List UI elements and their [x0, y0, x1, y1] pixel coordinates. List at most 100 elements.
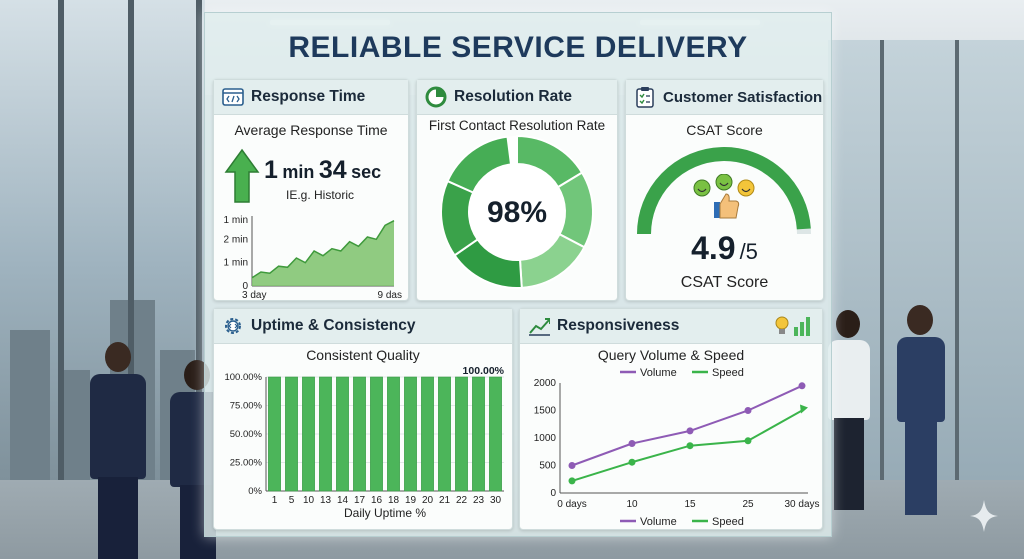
- clipboard-checklist-icon: [634, 86, 656, 108]
- x-tick-label: 19: [405, 495, 417, 506]
- y-tick-label: 500: [539, 461, 556, 472]
- x-tick-label: 22: [456, 495, 468, 506]
- window-mullion: [196, 0, 202, 480]
- x-tick-label: 23: [473, 495, 485, 506]
- responsiveness-line-chart: 0 500 1000 1500 2000 0 days 10 15 25 30 days Volum…: [534, 367, 820, 528]
- smiley-faces-icon: [693, 174, 755, 219]
- y-tick-label: 100.00%: [224, 372, 262, 383]
- x-tick-label: 13: [320, 495, 332, 506]
- value-sec-unit: sec: [351, 162, 382, 182]
- value-seconds: 34: [318, 156, 347, 184]
- y-tick-label: 25.00%: [230, 458, 263, 469]
- x-tick-label: 15: [684, 499, 696, 510]
- window-mullion: [128, 0, 134, 480]
- responsiveness-subtitle: Query Volume & Speed: [597, 347, 745, 363]
- x-tick-label: 30 days: [784, 499, 819, 510]
- csat-gauge: [637, 147, 811, 235]
- x-tick-label: 3 day: [242, 290, 266, 300]
- code-window-icon: [222, 86, 244, 108]
- page-title: RELIABLE SERVICE DELIVERY: [288, 31, 748, 64]
- series-point: [568, 462, 576, 469]
- uptime-title: Uptime & Consistency: [251, 317, 416, 334]
- uptime-bar: [455, 376, 468, 492]
- csat-score-value: 4.9/5: [626, 230, 823, 267]
- lightbulb-bars-icon: [775, 316, 810, 336]
- uptime-bar-chart: 0% 25.00% 50.00% 75.00% 100.00% 1 5 10 13 14 17 16 1…: [224, 365, 505, 520]
- csat-out-of: /5: [739, 239, 758, 264]
- uptime-bar: [285, 376, 298, 492]
- x-axis-label: Daily Uptime %: [344, 506, 426, 520]
- legend-label: Speed: [712, 516, 744, 528]
- csat-footer: CSAT Score: [680, 274, 769, 291]
- x-tick-label: 17: [354, 495, 366, 506]
- y-tick-label: 2000: [534, 378, 557, 389]
- x-tick-label: 10: [303, 495, 315, 506]
- glass-frame: [955, 40, 959, 480]
- uptime-bar: [370, 376, 383, 492]
- gauge-fill: [637, 147, 811, 235]
- responsiveness-title: Responsiveness: [557, 317, 680, 334]
- y-tick-label: 0: [550, 488, 556, 499]
- csat-title: Customer Satisfaction: [663, 88, 823, 106]
- csat-score: 4.9: [691, 230, 736, 266]
- x-tick-label: 16: [371, 495, 383, 506]
- uptime-bar: [421, 376, 434, 492]
- uptime-top-label: 100.00%: [463, 365, 505, 377]
- series-point: [686, 427, 694, 435]
- sparkle-icon: [970, 500, 998, 532]
- y-tick-label: 1 min: [224, 258, 248, 269]
- y-tick-label: 75.00%: [230, 401, 263, 412]
- response-area: [252, 220, 394, 286]
- series-point: [568, 477, 576, 485]
- value-minutes: 1: [264, 156, 278, 184]
- response-line: [251, 220, 395, 279]
- city-building: [10, 330, 50, 480]
- value-min-unit: min: [282, 162, 315, 182]
- dashboard-board: RELIABLE SERVICE DELIVERY Response Time …: [204, 12, 832, 537]
- response-time-chart: 0 1 min 2 min 1 min 3 day 9 das: [224, 215, 402, 300]
- uptime-header: Uptime & Consistency: [214, 309, 512, 344]
- resolution-rate-title: Resolution Rate: [454, 88, 572, 105]
- responsiveness-panel: Responsiveness Query Volume & Speed 0 500…: [519, 308, 823, 530]
- x-tick-label: 10: [626, 499, 638, 510]
- response-time-panel: Response Time Average Response Time 1 mi…: [213, 79, 409, 301]
- customer-satisfaction-panel: Customer Satisfaction CSAT Score 4.9/5 C…: [625, 79, 824, 301]
- legend-label: Volume: [640, 516, 677, 528]
- glass-frame: [880, 40, 884, 480]
- resolution-rate-header: Resolution Rate: [417, 80, 617, 115]
- csat-header: Customer Satisfaction: [626, 80, 823, 115]
- x-tick-label: 21: [439, 495, 451, 506]
- response-time-title: Response Time: [251, 88, 366, 105]
- x-tick-label: 25: [742, 499, 754, 510]
- legend-label: Volume: [640, 367, 677, 379]
- y-tick-label: 1000: [534, 433, 557, 444]
- y-tick-label: 1500: [534, 406, 557, 417]
- uptime-bar: [336, 376, 349, 492]
- csat-subtitle: CSAT Score: [686, 122, 763, 138]
- uptime-bar: [472, 376, 485, 492]
- uptime-bar: [438, 376, 451, 492]
- donut-hole: [469, 164, 565, 260]
- x-tick-label: 1: [272, 495, 278, 506]
- resolution-rate-subtitle: First Contact Resolution Rate: [428, 118, 606, 133]
- uptime-bar: [319, 376, 332, 492]
- uptime-bar: [404, 376, 417, 492]
- series-line-volume: [571, 384, 803, 467]
- x-tick-label: 9 das: [378, 290, 402, 300]
- series-point: [744, 407, 752, 414]
- response-time-header: Response Time: [214, 80, 408, 115]
- gear-code-icon: [222, 315, 244, 337]
- legend-label: Speed: [712, 367, 744, 379]
- y-tick-label: 0: [242, 281, 248, 292]
- x-tick-label: 18: [388, 495, 400, 506]
- response-time-subtitle: Average Response Time: [234, 122, 388, 138]
- resolution-rate-panel: Resolution Rate First Contact Resolution…: [416, 79, 618, 301]
- uptime-bar: [387, 376, 400, 492]
- x-tick-label: 20: [422, 495, 434, 506]
- x-tick-label: 14: [337, 495, 349, 506]
- series-point: [686, 442, 694, 450]
- uptime-consistency-panel: Uptime & Consistency Consistent Quality …: [213, 308, 513, 530]
- person-man-left: [85, 342, 146, 559]
- y-tick-label: 50.00%: [230, 429, 263, 440]
- pie-chart-icon: [425, 86, 447, 108]
